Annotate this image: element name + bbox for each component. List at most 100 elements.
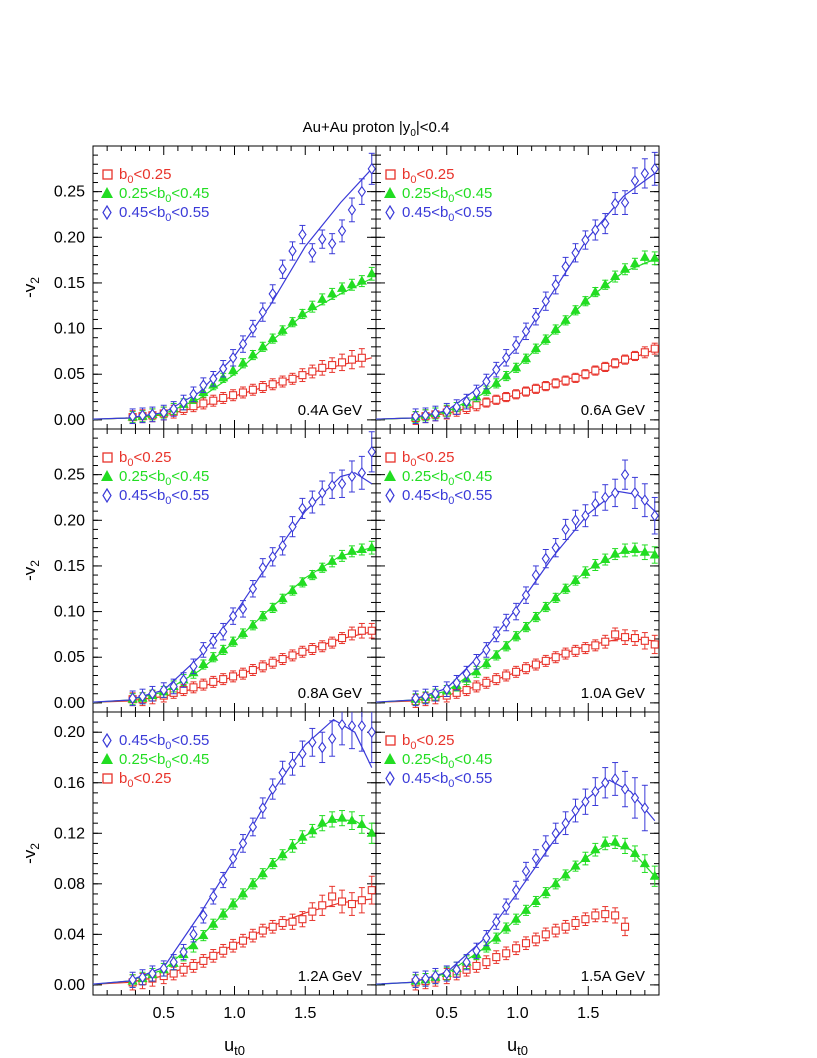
y-tick-label: 0.05	[54, 649, 85, 666]
triangle-marker	[481, 658, 492, 668]
data-point-green	[346, 545, 357, 558]
data-point-red	[347, 892, 356, 916]
triangle-marker	[336, 282, 348, 292]
data-point-green	[570, 860, 581, 872]
data-point-red	[482, 397, 491, 408]
data-point-blue	[492, 626, 501, 643]
legend-label-green: 0.25<b0<0.45	[402, 751, 492, 771]
y-tick-label: 0.10	[54, 604, 85, 621]
data-point-blue	[189, 658, 198, 675]
diamond-marker	[482, 375, 491, 388]
triangle-marker	[520, 621, 532, 631]
diamond-marker	[179, 674, 188, 687]
data-point-blue	[138, 969, 147, 986]
triangle-marker	[540, 887, 551, 897]
data-point-blue	[421, 688, 430, 705]
data-point-blue	[620, 770, 630, 808]
diamond-marker	[431, 407, 440, 420]
legend-triangle-icon	[101, 187, 113, 198]
diamond-marker	[219, 874, 228, 886]
square-marker	[531, 935, 540, 944]
data-point-blue	[521, 861, 531, 881]
data-point-red	[199, 678, 208, 691]
square-marker	[288, 651, 297, 660]
triangle-marker	[277, 593, 288, 603]
data-point-green	[228, 898, 239, 910]
data-point-green	[237, 357, 249, 369]
triangle-marker	[257, 868, 268, 878]
data-point-blue	[411, 690, 420, 707]
data-point-green	[649, 251, 659, 266]
diamond-marker	[462, 395, 471, 408]
diamond-marker	[347, 470, 357, 483]
data-point-blue	[228, 607, 238, 625]
square-marker	[620, 922, 630, 931]
energy-label: 1.2A GeV	[298, 968, 362, 985]
triangle-marker	[297, 831, 308, 841]
triangle-marker	[610, 836, 621, 846]
square-marker	[482, 678, 491, 687]
triangle-marker	[218, 644, 229, 654]
data-point-blue	[581, 504, 590, 528]
data-point-blue	[219, 622, 228, 641]
diamond-marker	[581, 795, 590, 808]
y-tick-label: 0.00	[54, 977, 85, 994]
data-point-red	[521, 662, 531, 675]
diamond-marker	[138, 690, 147, 703]
triangle-marker	[346, 279, 357, 289]
data-point-green	[228, 636, 239, 647]
triangle-marker	[297, 308, 308, 318]
square-marker	[640, 636, 649, 645]
data-point-blue	[347, 197, 357, 223]
diamond-marker	[169, 956, 178, 969]
data-point-blue	[561, 256, 570, 277]
data-point-green	[356, 275, 367, 288]
square-marker	[268, 658, 277, 667]
data-point-green	[610, 835, 621, 849]
data-point-green	[600, 553, 611, 566]
data-point-green	[247, 619, 258, 631]
legend-square-icon	[385, 169, 396, 180]
data-point-blue	[482, 642, 491, 658]
diamond-marker	[650, 162, 659, 175]
legend-label-red: b0<0.25	[402, 449, 454, 469]
data-point-red	[357, 622, 366, 639]
square-marker	[502, 392, 511, 402]
triangle-marker	[639, 251, 650, 261]
data-point-red	[347, 626, 356, 641]
triangle-marker	[208, 651, 219, 661]
triangle-marker	[501, 922, 512, 932]
square-marker	[650, 344, 659, 353]
legend-diamond-icon	[102, 204, 112, 221]
data-point-green	[481, 658, 492, 669]
data-point-red	[308, 902, 317, 921]
fit-curve-blue	[376, 490, 656, 703]
data-point-green	[501, 370, 512, 382]
triangle-marker	[560, 583, 571, 593]
diamond-marker	[431, 687, 440, 700]
triangle-marker	[481, 385, 492, 395]
panel-1-5a-gev: 0.5 1.0 1.5 b0<0.250.25<b0<0.450.45<b0<0.55…	[375, 711, 660, 1058]
diamond-marker	[199, 643, 208, 656]
data-point-red	[268, 919, 277, 934]
data-point-green	[218, 908, 229, 920]
square-marker	[298, 371, 307, 380]
data-point-blue	[327, 233, 337, 255]
energy-label: 0.4A GeV	[298, 402, 362, 419]
diamond-marker	[541, 552, 550, 565]
data-point-blue	[561, 518, 570, 540]
diamond-marker	[268, 287, 277, 300]
data-point-blue	[411, 408, 420, 425]
data-point-red	[308, 364, 317, 379]
data-point-red	[620, 917, 630, 937]
legend-label-green: 0.25<b0<0.45	[402, 468, 492, 488]
diamond-marker	[238, 602, 248, 615]
y-tick-label: 0.25	[54, 467, 85, 484]
data-point-blue	[199, 377, 208, 393]
legend-diamond-icon	[102, 732, 112, 749]
diamond-marker	[640, 494, 650, 507]
square-marker	[318, 363, 327, 372]
diamond-marker	[169, 402, 178, 415]
x-axis-label: ut0	[507, 1035, 528, 1058]
data-point-green	[237, 627, 249, 639]
